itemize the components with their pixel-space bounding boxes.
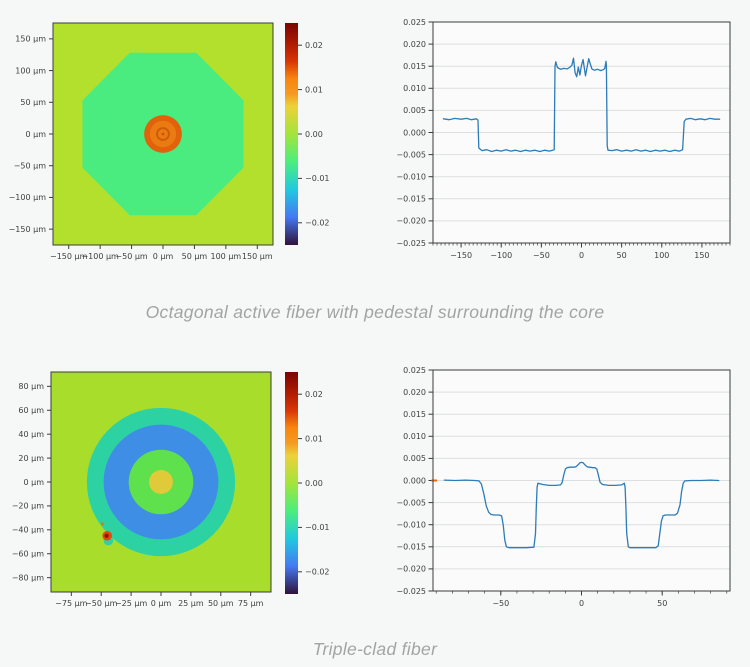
svg-text:0.02: 0.02 <box>305 41 323 50</box>
svg-text:0.015: 0.015 <box>403 62 426 71</box>
svg-text:−75 µm: −75 µm <box>55 599 88 608</box>
svg-text:0.000: 0.000 <box>403 476 426 485</box>
svg-text:100 µm: 100 µm <box>15 66 46 75</box>
octagonal-fiber-profile-plot: −150 −100 −50 0 50 100 150 0.025 0.020 0.015 0.010… <box>396 18 731 260</box>
svg-text:−0.01: −0.01 <box>305 523 330 532</box>
svg-text:−0.005: −0.005 <box>396 150 426 159</box>
svg-text:−60 µm: −60 µm <box>12 550 45 559</box>
svg-text:−100 µm: −100 µm <box>81 252 119 261</box>
svg-text:0.005: 0.005 <box>403 106 426 115</box>
svg-text:−50 µm: −50 µm <box>14 162 47 171</box>
svg-text:0.020: 0.020 <box>403 388 426 397</box>
svg-text:−100 µm: −100 µm <box>9 193 47 202</box>
svg-text:−50: −50 <box>492 599 509 608</box>
svg-text:150 µm: 150 µm <box>15 35 46 44</box>
svg-text:0.00: 0.00 <box>305 130 323 139</box>
svg-text:0 µm: 0 µm <box>23 478 44 487</box>
svg-text:50 µm: 50 µm <box>182 252 208 261</box>
svg-text:−150 µm: −150 µm <box>9 225 47 234</box>
svg-text:0.000: 0.000 <box>403 128 426 137</box>
svg-text:75 µm: 75 µm <box>238 599 264 608</box>
figure-caption-octagonal: Octagonal active fiber with pedestal sur… <box>145 302 605 322</box>
svg-text:150: 150 <box>694 251 709 260</box>
svg-text:50 µm: 50 µm <box>208 599 234 608</box>
svg-text:−100: −100 <box>490 251 512 260</box>
svg-text:−0.015: −0.015 <box>396 543 426 552</box>
tripleclad-fiber-profile-plot: −50 0 50 0.025 0.020 0.015 0.010 0.005 0.000 −0.0… <box>396 366 731 608</box>
svg-text:50: 50 <box>617 251 627 260</box>
octagonal-fiber-heatmap: −150 µm−100 µm−50 µm 0 µm 50 µm 100 µm 150 µ… <box>9 22 274 261</box>
tripleclad-fiber-colorbar: 0.02 0.01 0.00 −0.01 −0.02 <box>285 372 330 594</box>
svg-text:0 µm: 0 µm <box>25 130 46 139</box>
tripleclad-fiber-heatmap: −75 µm−50 µm−25 µm 0 µm 25 µm 50 µm 75 µm80 … <box>12 371 272 608</box>
svg-text:−0.010: −0.010 <box>396 521 426 530</box>
svg-text:80 µm: 80 µm <box>18 382 44 391</box>
svg-text:−25 µm: −25 µm <box>115 599 148 608</box>
figure-caption-tripleclad: Triple-clad fiber <box>312 639 438 659</box>
svg-text:100: 100 <box>654 251 669 260</box>
svg-text:0: 0 <box>579 599 584 608</box>
svg-text:100 µm: 100 µm <box>211 252 242 261</box>
svg-text:−150 µm: −150 µm <box>50 252 88 261</box>
svg-text:0.01: 0.01 <box>305 85 323 94</box>
svg-text:20 µm: 20 µm <box>18 454 44 463</box>
svg-text:0: 0 <box>579 251 584 260</box>
svg-text:−80 µm: −80 µm <box>12 573 45 582</box>
svg-text:0.00: 0.00 <box>305 479 323 488</box>
svg-text:−0.010: −0.010 <box>396 173 426 182</box>
svg-text:−0.02: −0.02 <box>305 219 330 228</box>
svg-text:150 µm: 150 µm <box>242 252 273 261</box>
svg-text:0 µm: 0 µm <box>153 252 174 261</box>
svg-text:−50: −50 <box>533 251 550 260</box>
svg-text:0.01: 0.01 <box>305 434 323 443</box>
svg-text:−0.020: −0.020 <box>396 565 426 574</box>
svg-text:−50 µm: −50 µm <box>115 252 148 261</box>
svg-text:−0.025: −0.025 <box>396 587 426 596</box>
svg-text:−0.005: −0.005 <box>396 498 426 507</box>
svg-text:−20 µm: −20 µm <box>12 502 45 511</box>
svg-text:0 µm: 0 µm <box>151 599 172 608</box>
svg-text:50: 50 <box>657 599 667 608</box>
svg-text:0.020: 0.020 <box>403 40 426 49</box>
svg-text:0.005: 0.005 <box>403 454 426 463</box>
svg-text:−50 µm: −50 µm <box>85 599 118 608</box>
svg-text:50 µm: 50 µm <box>20 98 46 107</box>
svg-text:0.010: 0.010 <box>403 84 426 93</box>
svg-text:0.02: 0.02 <box>305 390 323 399</box>
svg-text:25 µm: 25 µm <box>178 599 204 608</box>
svg-text:−0.015: −0.015 <box>396 195 426 204</box>
svg-text:0.025: 0.025 <box>403 18 426 27</box>
svg-text:0.010: 0.010 <box>403 432 426 441</box>
svg-text:−150: −150 <box>450 251 472 260</box>
svg-text:−0.025: −0.025 <box>396 239 426 248</box>
svg-text:0.015: 0.015 <box>403 410 426 419</box>
svg-text:−40 µm: −40 µm <box>12 526 45 535</box>
svg-text:−0.01: −0.01 <box>305 174 330 183</box>
svg-text:60 µm: 60 µm <box>18 406 44 415</box>
svg-text:0.025: 0.025 <box>403 366 426 375</box>
svg-text:40 µm: 40 µm <box>18 430 44 439</box>
octagonal-fiber-colorbar: 0.02 0.01 0.00 −0.01 −0.02 <box>285 23 330 245</box>
svg-text:−0.02: −0.02 <box>305 568 330 577</box>
svg-text:−0.020: −0.020 <box>396 217 426 226</box>
